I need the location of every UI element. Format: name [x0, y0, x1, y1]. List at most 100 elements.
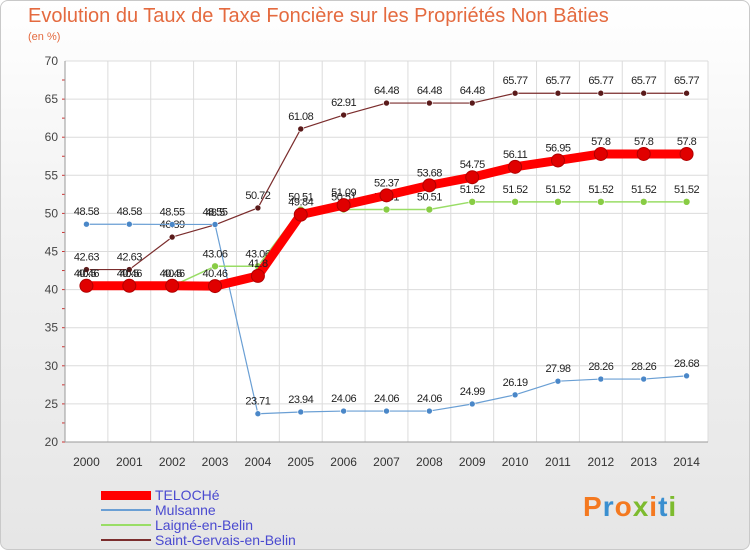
- data-point: [640, 89, 648, 97]
- data-point: [597, 89, 605, 97]
- data-label: 28.68: [674, 358, 699, 370]
- data-label: 48.5: [205, 207, 225, 219]
- data-point: [293, 207, 308, 222]
- data-point: [83, 220, 90, 228]
- data-label: 40.46: [117, 268, 142, 280]
- logo-letter: t: [658, 491, 669, 522]
- data-point: [468, 99, 476, 107]
- data-label: 52.37: [374, 177, 399, 189]
- data-label: 49.84: [288, 197, 313, 209]
- x-tick-label: 2005: [287, 455, 314, 469]
- data-point: [468, 400, 476, 408]
- data-point: [511, 198, 519, 206]
- data-label: 27.98: [545, 363, 570, 375]
- data-point: [597, 198, 605, 206]
- data-point: [511, 89, 519, 97]
- data-label: 65.77: [503, 75, 528, 87]
- data-point: [254, 410, 262, 418]
- data-label: 24.06: [417, 393, 442, 405]
- legend-label: Mulsanne: [155, 502, 216, 518]
- y-tick-label: 40: [45, 283, 59, 297]
- data-label: 61.08: [288, 111, 313, 123]
- y-tick-label: 25: [45, 397, 59, 411]
- data-label: 51.52: [545, 184, 570, 196]
- data-label: 50.72: [245, 190, 270, 202]
- data-label: 51.52: [674, 184, 699, 196]
- data-label: 51.52: [588, 184, 613, 196]
- data-point: [211, 221, 219, 228]
- logo-letter: x: [632, 491, 650, 522]
- data-label: 40.5: [120, 268, 140, 280]
- data-point: [383, 99, 390, 107]
- chart-title: Evolution du Taux de Taxe Foncière sur l…: [28, 5, 609, 27]
- data-point: [254, 204, 262, 212]
- data-point: [508, 159, 523, 174]
- data-label: 56.11: [503, 149, 528, 161]
- y-tick-label: 30: [45, 359, 59, 373]
- legend-swatch: [101, 509, 151, 511]
- y-tick-label: 70: [45, 54, 59, 68]
- data-point: [554, 377, 562, 385]
- data-point: [679, 146, 694, 161]
- data-point: [126, 220, 133, 228]
- legend-swatch: [101, 524, 151, 526]
- data-point: [383, 407, 390, 415]
- data-label: 57.8: [591, 136, 611, 148]
- y-tick-label: 65: [45, 92, 59, 106]
- data-label: 51.52: [460, 184, 485, 196]
- data-label: 24.99: [460, 386, 485, 398]
- data-point: [297, 408, 305, 416]
- data-point: [379, 188, 394, 203]
- x-tick-label: 2006: [330, 455, 357, 469]
- data-label: 48.55: [160, 206, 185, 218]
- data-label: 23.71: [245, 396, 270, 408]
- data-point: [426, 407, 433, 415]
- data-label: 42.63: [74, 252, 99, 264]
- logo-letter: P: [583, 491, 603, 522]
- x-tick-label: 2013: [630, 455, 657, 469]
- data-label: 64.48: [374, 85, 399, 97]
- logo-letter: o: [614, 491, 633, 522]
- data-point: [208, 279, 223, 294]
- data-point: [426, 99, 433, 107]
- data-point: [211, 262, 219, 271]
- x-tick-label: 2009: [459, 455, 486, 469]
- data-label: 40.46: [160, 268, 185, 280]
- y-tick-label: 45: [45, 245, 59, 259]
- data-point: [511, 391, 519, 399]
- data-label: 26.19: [503, 377, 528, 389]
- legend-swatch: [101, 539, 151, 541]
- data-label: 57.8: [677, 136, 697, 148]
- data-point: [425, 205, 434, 214]
- x-tick-label: 2010: [502, 455, 529, 469]
- y-tick-label: 35: [45, 321, 59, 335]
- data-point: [597, 375, 605, 383]
- data-point: [336, 198, 351, 213]
- data-label: 24.06: [331, 393, 356, 405]
- data-label: 51.52: [631, 184, 656, 196]
- data-point: [683, 89, 690, 97]
- y-tick-label: 55: [45, 168, 59, 182]
- logo-letter: r: [602, 491, 615, 522]
- data-point: [550, 153, 565, 168]
- y-tick-label: 50: [45, 206, 59, 220]
- data-point: [593, 146, 608, 161]
- y-tick-label: 20: [45, 435, 59, 449]
- data-label: 51.09: [331, 187, 356, 199]
- data-label: 48.55: [203, 206, 228, 218]
- data-point: [83, 266, 90, 273]
- data-label: 40.46: [74, 268, 99, 280]
- logo-letter: i: [668, 491, 678, 522]
- data-label: 42.63: [117, 252, 142, 264]
- data-label: 43.06: [245, 248, 270, 260]
- data-label: 57.8: [634, 136, 654, 148]
- x-tick-label: 2011: [545, 455, 571, 469]
- data-label: 53.68: [417, 167, 442, 179]
- data-point: [297, 125, 305, 133]
- x-tick-label: 2012: [587, 455, 614, 469]
- data-point: [682, 198, 691, 206]
- y-axis-unit: (en %): [28, 31, 61, 43]
- data-label: 40.46: [203, 268, 228, 280]
